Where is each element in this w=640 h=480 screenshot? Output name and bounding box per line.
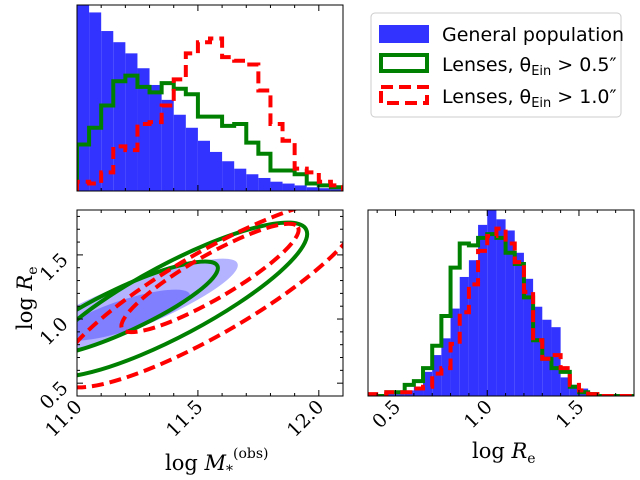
size-hist-bar-population <box>423 371 433 396</box>
mass-hist-bar-population <box>246 174 259 191</box>
mass-hist-bar-population <box>125 53 138 191</box>
size-hist-bar-population <box>441 338 451 396</box>
size-hist-bar-population <box>468 260 479 396</box>
legend-box <box>370 12 622 118</box>
size-hist-bar-population <box>533 306 543 396</box>
size-hist-bar-population <box>505 230 515 396</box>
legend-swatch-lenses-10 <box>379 85 429 105</box>
size-hist-bar-population <box>551 327 561 396</box>
size-hist-x-tick-label: 1.5 <box>552 396 589 433</box>
size-hist-bar-population <box>569 384 579 396</box>
mass-hist-bar-population <box>222 161 235 191</box>
contour-lenses-10-inner <box>119 221 301 335</box>
joint-y-tick-label: 1.0 <box>36 313 73 350</box>
mass-hist-bar-population <box>210 151 223 191</box>
size-hist-bar-population <box>560 377 570 396</box>
mass-hist-bar-population <box>89 12 102 191</box>
mass-hist-bar-population <box>234 168 247 191</box>
mass-hist-bar-population <box>137 68 150 191</box>
size-hist-step-lenses-10 <box>368 226 634 396</box>
contour-lenses-10-outer <box>77 210 343 390</box>
legend-label-population: General population <box>442 24 624 46</box>
joint-contour-panel: 11.0 11.5 12.00.51.01.5 log M*(obs) log Re <box>13 209 344 479</box>
x-axis-label-mass: log M*(obs) <box>165 446 269 479</box>
size-hist-bar-population <box>450 308 460 396</box>
x-axis-label-size: log Re <box>472 439 536 467</box>
mass-histogram-frame <box>76 4 344 192</box>
mass-hist-bar-population <box>318 188 331 191</box>
contour-lenses-05-inner <box>77 259 220 359</box>
mass-hist-bar-population <box>101 31 114 191</box>
joint-y-tick-label: 1.5 <box>36 249 73 286</box>
mass-hist-bar-population <box>149 84 162 191</box>
legend-label-lenses-10: Lenses, θEin > 1.0″ <box>442 86 617 111</box>
y-axis-label-size: log Re <box>13 266 41 330</box>
joint-x-tick-label: 11.5 <box>162 396 207 441</box>
legend-swatch-lenses-05 <box>379 53 429 73</box>
mass-hist-bar-population <box>197 140 210 191</box>
size-hist-x-tick-label: 1.0 <box>460 396 497 433</box>
size-hist-bar-population <box>523 278 534 396</box>
mass-hist-bar-population <box>330 189 343 191</box>
size-hist-bar-population <box>514 252 524 396</box>
mass-hist-bar-population <box>282 183 295 191</box>
mass-hist-bar-population <box>173 114 186 191</box>
mass-hist-bar-population <box>294 185 307 191</box>
size-hist-bar-population <box>487 210 497 396</box>
size-hist-bar-population <box>413 386 424 396</box>
size-hist-bar-population <box>496 219 506 396</box>
contour-lenses-05-outer <box>77 220 310 379</box>
joint-contour-frame <box>76 209 344 397</box>
mass-hist-bar-population <box>185 127 198 191</box>
mass-hist-step-lenses-10 <box>77 36 343 191</box>
mass-hist-bar-population <box>306 187 319 191</box>
mass-hist-step-lenses-05 <box>77 73 343 191</box>
size-histogram-panel: 0.5 1.0 1.5 log Re <box>367 209 635 467</box>
size-histogram-frame <box>367 209 635 397</box>
legend-swatch-population <box>379 25 429 43</box>
size-hist-x-tick-label: 0.5 <box>368 396 405 433</box>
mass-hist-bar-population <box>161 99 174 191</box>
size-hist-bar-population <box>459 276 469 396</box>
mass-histogram-panel <box>76 4 344 192</box>
mass-hist-bar-population <box>258 177 271 191</box>
size-hist-bar-population <box>478 224 488 396</box>
joint-x-tick-label: 12.0 <box>283 396 328 441</box>
legend-label-lenses-05: Lenses, θEin > 0.5″ <box>442 54 617 79</box>
legend: General population Lenses, θEin > 0.5″ L… <box>370 12 624 118</box>
mass-hist-bar-population <box>270 181 283 191</box>
